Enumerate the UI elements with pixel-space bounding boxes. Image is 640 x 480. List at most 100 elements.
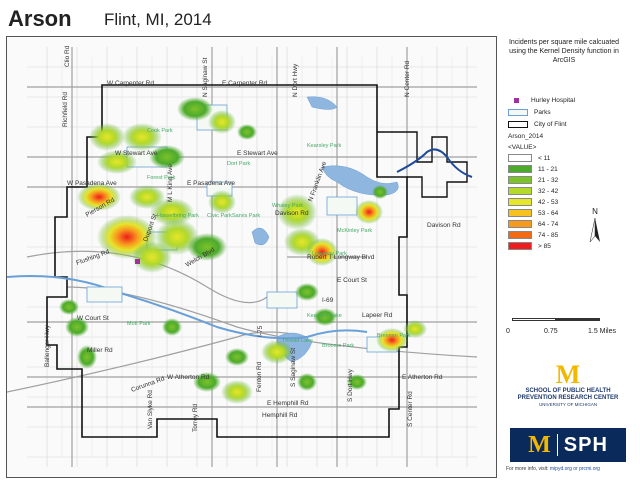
road-label: E Carpenter Rd — [222, 80, 268, 87]
legend-class-swatch-icon — [508, 165, 532, 173]
legend-class-1: 11 - 21 — [508, 164, 558, 174]
legend-class-label: < 11 — [538, 154, 551, 162]
road-label: Fenton Rd — [256, 361, 263, 392]
road-label: Davison Rd — [427, 222, 461, 229]
park-label: Mott Park — [127, 321, 151, 327]
road-label: E Court St — [337, 277, 367, 284]
legend-class-8: > 85 — [508, 241, 551, 251]
park-label: Whaley Park — [272, 203, 303, 209]
legend-class-swatch-icon — [508, 242, 532, 250]
legend-class-swatch-icon — [508, 231, 532, 239]
legend-class-label: 42 - 53 — [538, 198, 559, 206]
park-label: Kearsley Park — [307, 143, 341, 149]
map-panel[interactable]: W Carpenter Rd E Carpenter Rd Clio Rd N Dor… — [6, 36, 497, 478]
hurley-hospital-marker — [135, 259, 140, 264]
legend-class-label: > 85 — [538, 242, 551, 250]
flint-river — [7, 275, 368, 340]
road-label: E Stewart Ave — [237, 150, 278, 157]
park-label: Broome Park — [322, 343, 354, 349]
legend-class-swatch-icon — [508, 154, 532, 162]
legend-hospital-label: Hurley Hospital — [531, 96, 576, 104]
legend-hospital: Hurley Hospital — [508, 94, 575, 106]
footer-link[interactable]: mipyd.org or prcmi.org — [549, 466, 600, 472]
school-of-public-health-logo: M SCHOOL OF PUBLIC HEALTH PREVENTION RES… — [510, 362, 626, 412]
map-title: Arson — [8, 6, 72, 31]
north-arrow-icon: N — [589, 207, 600, 243]
road-label: W Court St — [77, 315, 109, 322]
road-label: N Dort Hwy — [292, 63, 299, 97]
road-label: Davison Rd — [275, 210, 309, 217]
road-label: W Carpenter Rd — [107, 80, 154, 87]
legend-class-6: 64 - 74 — [508, 219, 558, 229]
legend-class-5: 53 - 64 — [508, 208, 558, 218]
sph-text: SPH — [563, 433, 608, 456]
legend-class-swatch-icon — [508, 198, 532, 206]
road-label: I-75 — [257, 325, 264, 337]
road-label: Ballenger Hwy — [44, 324, 51, 367]
city-boundary-river-spur — [377, 131, 468, 198]
park-label: Thread Lake — [282, 338, 313, 344]
legend-parks: Parks — [508, 106, 551, 118]
road-label: S Center Rd — [407, 391, 414, 427]
road-label: S Saginaw St — [290, 348, 297, 387]
road-label: W Stewart Ave — [115, 150, 158, 157]
park-label: Hasselbring Park — [157, 213, 199, 219]
legend-class-label: 32 - 42 — [538, 187, 559, 195]
scale-label-1: 0.75 — [544, 328, 558, 335]
place-labels: Cook Park Kearsley Park Whaley Park McKinle… — [127, 128, 411, 349]
road-label: Lapeer Rd — [362, 312, 393, 319]
legend-city-label: City of Flint — [534, 120, 567, 128]
legend-class-swatch-icon — [508, 176, 532, 184]
flint-arson-map[interactable]: W Carpenter Rd E Carpenter Rd Clio Rd N Dor… — [7, 37, 496, 477]
legend-class-4: 42 - 53 — [508, 197, 558, 207]
park-label: Dort Park — [227, 161, 250, 167]
logo-divider — [556, 434, 558, 456]
map-subtitle: Flint, MI, 2014 — [104, 10, 212, 29]
legend-class-swatch-icon — [508, 220, 532, 228]
road-label: S Dort Hwy — [347, 368, 354, 402]
block-m-icon-2: M — [528, 431, 551, 458]
legend-value-header: <VALUE> — [508, 143, 537, 151]
park-label: Longway Park — [312, 251, 347, 257]
footer-prefix: For more info, visit: — [506, 466, 549, 472]
legend-class-label: 74 - 85 — [538, 231, 559, 239]
legend-parks-label: Parks — [534, 108, 551, 116]
footer-info: For more info, visit: mipyd.org or prcmi… — [506, 466, 600, 472]
park-label: McKinley Park — [337, 228, 372, 234]
park-label: Cook Park — [147, 128, 173, 134]
park-swatch-icon — [508, 108, 528, 116]
legend-description: Incidents per square mile calcuated usin… — [508, 39, 620, 64]
park-label: Sarvis Park — [232, 213, 260, 219]
legend-panel: Incidents per square mile calcuated usin… — [500, 36, 636, 476]
park-label: Kearsley Lake — [307, 313, 342, 319]
legend-class-label: 11 - 21 — [538, 165, 558, 173]
sph-logo: M SPH — [510, 428, 626, 462]
legend-city: City of Flint — [508, 118, 567, 130]
legend-class-7: 74 - 85 — [508, 230, 558, 240]
city-boundary-swatch-icon — [508, 120, 528, 128]
road-labels: W Carpenter Rd E Carpenter Rd Clio Rd N Dor… — [44, 45, 461, 432]
road-label: Miller Rd — [87, 347, 113, 354]
logo1-line2: PREVENTION RESEARCH CENTER — [517, 395, 619, 401]
legend-class-swatch-icon — [508, 209, 532, 217]
road-label: E Pasadena Ave — [187, 180, 235, 187]
road-label: N Saginaw St — [202, 57, 209, 97]
legend-class-label: 64 - 74 — [538, 220, 559, 228]
block-m-icon: M — [555, 360, 581, 389]
city-of-flint-boundary — [46, 84, 408, 438]
hospital-icon — [514, 97, 519, 103]
road-label: Hemphill Rd — [262, 412, 298, 419]
road-label: Van Slyke Rd — [147, 390, 154, 429]
road-label: N Franklin Ave — [307, 160, 328, 202]
logo1-line1: SCHOOL OF PUBLIC HEALTH — [525, 388, 611, 394]
legend-class-label: 53 - 64 — [538, 209, 559, 217]
road-label: Torrey Rd — [192, 403, 199, 432]
road-label: E Hemphill Rd — [267, 400, 309, 407]
road-label: M L King Ave — [167, 164, 174, 202]
legend-class-3: 32 - 42 — [508, 186, 558, 196]
park-label: Brennan Park — [377, 333, 411, 339]
logo1-line3: UNIVERSITY OF MICHIGAN — [538, 402, 598, 407]
legend-class-label: 21 - 32 — [538, 176, 559, 184]
road-label: Clio Rd — [64, 45, 71, 67]
legend-class-swatch-icon — [508, 187, 532, 195]
